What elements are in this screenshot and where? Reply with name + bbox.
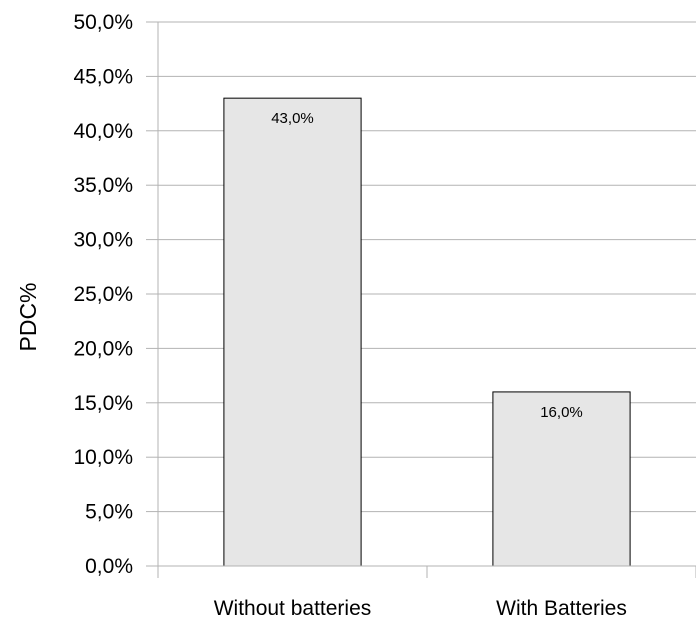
y-tick-label: 20,0%	[73, 337, 133, 360]
data-label: 43,0%	[271, 110, 314, 127]
bars	[223, 97, 631, 567]
y-tick-label: 25,0%	[73, 283, 133, 306]
axes	[146, 21, 696, 578]
x-tick-label: With Batteries	[496, 597, 627, 620]
y-axis-title: PDC%	[15, 282, 41, 351]
y-tick-label: 30,0%	[73, 229, 133, 252]
x-tick-label: Without batteries	[214, 597, 372, 620]
y-tick-label: 45,0%	[73, 65, 133, 88]
data-label: 16,0%	[540, 404, 583, 421]
y-tick-label: 0,0%	[85, 555, 133, 578]
y-tick-label: 15,0%	[73, 392, 133, 415]
y-tick-label: 50,0%	[73, 11, 133, 34]
y-tick-label: 35,0%	[73, 174, 133, 197]
y-tick-label: 40,0%	[73, 120, 133, 143]
y-tick-label: 10,0%	[73, 446, 133, 469]
labels: 0,0% 5,0% 10,0% 15,0% 20,0% 25,0% 30,0% 35,0% 40…	[73, 11, 626, 620]
y-tick-label: 5,0%	[85, 501, 133, 524]
bar	[492, 391, 631, 567]
bar	[223, 97, 362, 567]
